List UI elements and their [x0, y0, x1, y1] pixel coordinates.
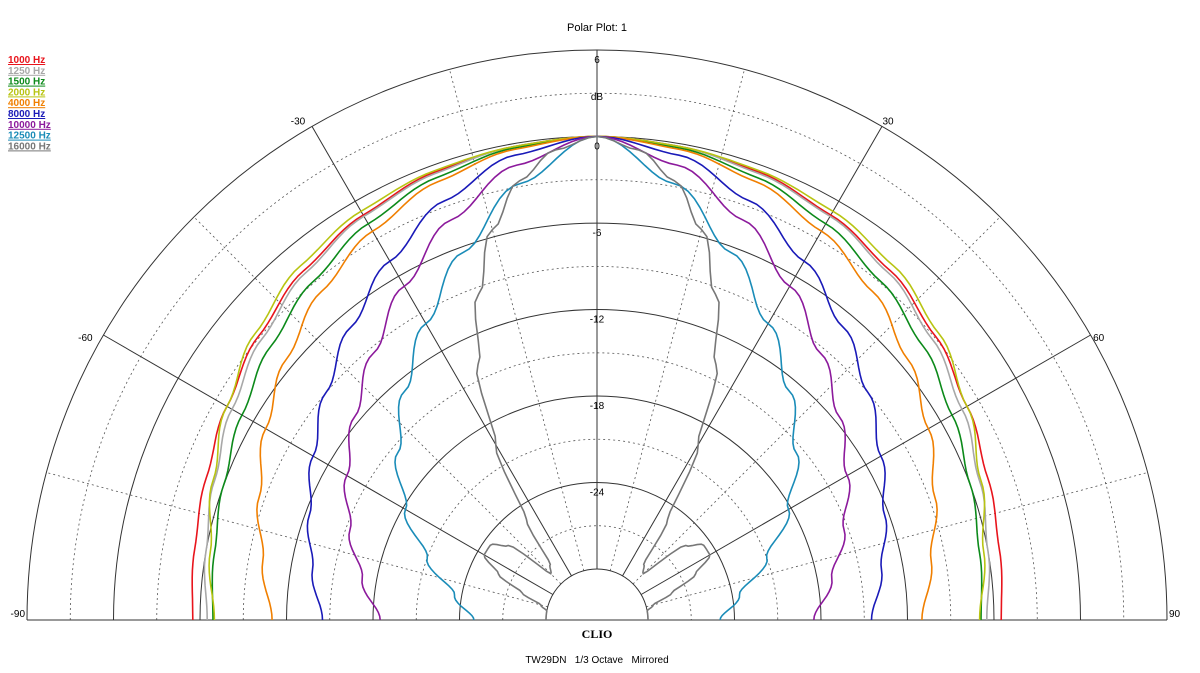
center-hub — [545, 568, 649, 621]
radial-unit-label: dB — [591, 92, 604, 103]
major-angle-ray — [622, 126, 883, 577]
minor-radial-circle — [502, 525, 692, 621]
angle-tick-label: 90 — [1169, 609, 1181, 620]
minor-radial-circle — [415, 438, 779, 621]
radial-tick-label: -24 — [590, 488, 605, 499]
polar-grid — [26, 49, 1168, 621]
radial-tick-label: -12 — [590, 315, 605, 326]
radial-tick-label: 0 — [594, 142, 600, 153]
legend-item: 8000 Hz — [8, 109, 45, 120]
major-angle-ray — [311, 126, 572, 577]
radial-tick-label: -6 — [593, 228, 602, 239]
legend-item: 4000 Hz — [8, 98, 45, 109]
curve-16000-hz — [474, 135, 720, 620]
clio-logo: CLIO — [582, 627, 613, 641]
response-curves — [191, 135, 1003, 621]
chart-title: Polar Plot: 1 — [567, 22, 627, 34]
radial-tick-label: -18 — [590, 401, 605, 412]
legend-item: 10000 Hz — [8, 120, 51, 131]
legend-item: 16000 Hz — [8, 141, 51, 152]
angle-tick-label: 30 — [882, 116, 894, 127]
footer-caption: TW29DN 1/3 Octave Mirrored — [525, 655, 668, 666]
radial-tick-label: 6 — [594, 55, 600, 66]
angle-tick-label: -30 — [291, 116, 306, 127]
legend-item: 2000 Hz — [8, 87, 45, 98]
angle-tick-label: -90 — [11, 609, 26, 620]
major-angle-ray — [640, 334, 1091, 595]
legend-item: 1250 Hz — [8, 66, 45, 77]
major-angle-ray — [103, 334, 554, 595]
legend-item: 1500 Hz — [8, 77, 45, 88]
minor-radial-circle — [329, 352, 865, 621]
legend-item: 12500 Hz — [8, 131, 51, 142]
angle-tick-label: 60 — [1093, 333, 1105, 344]
legend-item: 1000 Hz — [8, 55, 45, 66]
minor-radial-circle — [69, 92, 1125, 621]
angle-tick-label: -60 — [78, 333, 93, 344]
